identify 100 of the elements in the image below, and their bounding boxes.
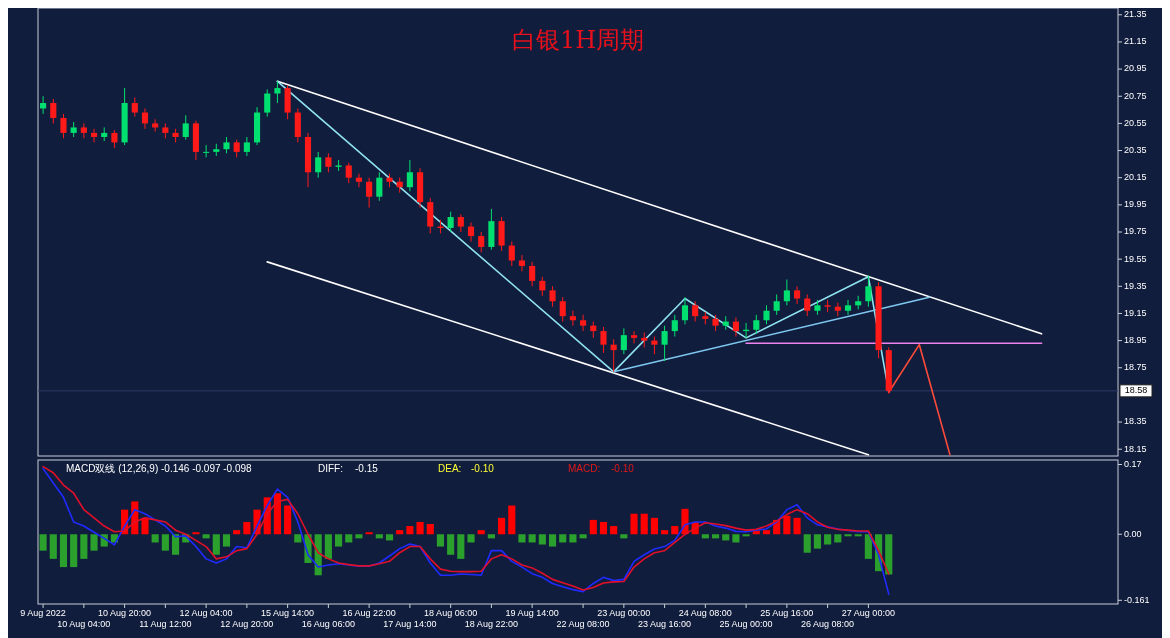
bar (834, 534, 842, 543)
bar (498, 517, 506, 535)
x-tick-label: 10 Aug 20:00 (98, 608, 152, 618)
candlestick (508, 241, 515, 267)
candlestick (406, 159, 413, 192)
bar (426, 524, 434, 535)
y-tick-label: 21.35 (1124, 9, 1147, 20)
bar (416, 521, 424, 535)
bar (783, 515, 791, 535)
candlestick (804, 293, 811, 317)
bar (824, 534, 832, 545)
candlestick (732, 317, 739, 338)
bar (599, 521, 608, 535)
candlestick (274, 80, 281, 104)
annotation: -0.15 (355, 463, 379, 474)
x-tick-label: 19 Aug 14:00 (505, 608, 559, 618)
y-tick-label: 19.35 (1124, 280, 1147, 291)
bar (762, 530, 771, 535)
bar (365, 532, 373, 535)
bar (477, 530, 485, 535)
candlestick (243, 136, 250, 157)
bar (793, 517, 801, 535)
y-tick-label: 18.75 (1124, 362, 1147, 373)
bar (335, 534, 343, 547)
x-tick-label: 12 Aug 20:00 (220, 619, 274, 629)
x-tick-label: 16 Aug 06:00 (301, 619, 355, 629)
bar (202, 534, 210, 539)
x-tick-label: 18 Aug 06:00 (424, 608, 478, 618)
x-tick-label: 25 Aug 00:00 (719, 619, 773, 629)
bar (161, 534, 169, 551)
bar (559, 534, 567, 543)
x-tick-label: 16 Aug 22:00 (342, 608, 396, 618)
x-tick-label: 26 Aug 08:00 (801, 619, 855, 629)
bar (467, 534, 475, 543)
candlestick (50, 98, 57, 124)
candlestick (692, 300, 699, 323)
annotation: MACD双线 (12,26,9) -0.146 -0.097 -0.098 (66, 463, 253, 474)
y-tick-label: 21.15 (1124, 36, 1147, 47)
y-tick-label: 20.15 (1124, 172, 1147, 183)
bar (864, 534, 872, 559)
y-tick-label: 19.75 (1124, 226, 1147, 237)
candlestick (478, 231, 485, 253)
bar (610, 526, 618, 535)
bar (711, 534, 720, 539)
bar (345, 534, 353, 543)
candlestick (60, 113, 67, 139)
annotation: -0.10 (471, 463, 495, 474)
bar (171, 534, 180, 555)
candlestick (753, 314, 760, 335)
candlestick (203, 144, 210, 158)
candlestick (844, 299, 852, 316)
bar (324, 534, 332, 559)
bar (640, 513, 648, 535)
bar (589, 519, 597, 535)
candlestick (355, 173, 362, 188)
bar (813, 534, 821, 549)
bar (671, 526, 679, 535)
y-tick-label: 19.95 (1124, 199, 1147, 210)
bar (222, 534, 231, 547)
candlestick (794, 285, 801, 305)
text: 白银1H周期 (511, 26, 645, 54)
candlestick (783, 279, 790, 306)
bar (49, 534, 57, 559)
candlestick (865, 274, 872, 308)
bar (406, 526, 414, 535)
bar (80, 534, 88, 559)
bar (854, 534, 862, 537)
y-tick-label: 19.15 (1124, 307, 1147, 318)
bar (284, 505, 292, 535)
bar (620, 534, 628, 539)
candlestick (131, 97, 138, 118)
bar (548, 534, 557, 547)
bar (528, 534, 536, 543)
candlestick (40, 95, 47, 115)
x-tick-label: 10 Aug 04:00 (57, 619, 111, 629)
bar (650, 517, 658, 535)
bar (39, 534, 47, 551)
bar (518, 534, 526, 543)
y-tick-label: 18.15 (1124, 443, 1147, 454)
ref-line-label: 18.58 (1124, 385, 1148, 396)
bar (722, 534, 730, 541)
annotation: DEA: (438, 463, 462, 474)
bar (70, 534, 78, 568)
candlestick (763, 304, 770, 325)
candlestick (661, 325, 668, 362)
bar (90, 534, 98, 551)
bar (151, 534, 159, 543)
x-tick-label: 18 Aug 22:00 (464, 619, 518, 629)
y-tick-label: 0.00 (1124, 528, 1142, 539)
candlestick (447, 211, 454, 233)
annotation: DIFF: (318, 463, 343, 474)
x-tick-label: 24 Aug 08:00 (678, 608, 732, 618)
bar (732, 534, 740, 543)
candlestick (264, 88, 271, 118)
bar (508, 505, 516, 535)
bar (885, 534, 893, 575)
bar (579, 534, 587, 539)
bar (661, 530, 669, 535)
candlestick (671, 314, 678, 338)
bar (436, 534, 445, 547)
